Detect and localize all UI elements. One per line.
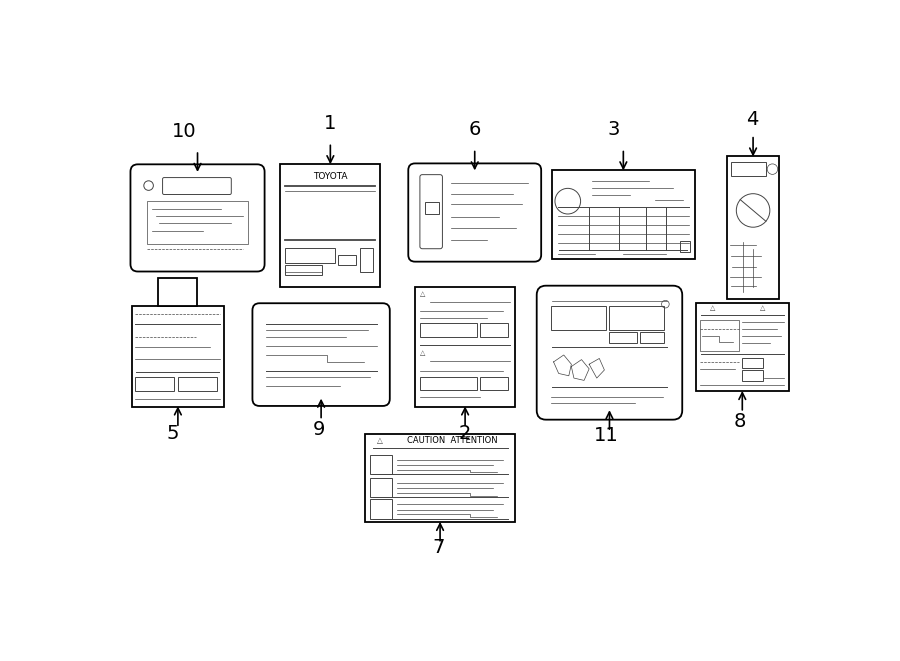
Bar	[285, 265, 322, 275]
FancyBboxPatch shape	[252, 303, 390, 406]
Bar	[696, 303, 788, 391]
Text: △: △	[377, 436, 383, 445]
FancyBboxPatch shape	[409, 163, 541, 262]
Bar	[178, 377, 217, 391]
Bar	[131, 307, 224, 407]
Bar	[135, 377, 175, 391]
Bar	[680, 241, 690, 252]
Bar	[609, 307, 664, 330]
Text: 4: 4	[746, 110, 759, 129]
Bar	[480, 323, 508, 337]
Text: 11: 11	[594, 426, 618, 445]
Text: △: △	[420, 292, 426, 297]
Text: 3: 3	[608, 120, 620, 139]
Bar	[370, 455, 392, 474]
Bar	[280, 164, 381, 288]
Text: △: △	[420, 350, 426, 356]
Text: 7: 7	[432, 538, 445, 557]
Bar	[480, 377, 508, 390]
Bar	[370, 478, 392, 497]
FancyBboxPatch shape	[130, 165, 265, 272]
Bar	[285, 248, 336, 262]
Bar	[727, 156, 779, 299]
Text: △: △	[760, 305, 765, 311]
Bar	[700, 321, 739, 352]
Text: 2: 2	[459, 424, 472, 443]
Bar	[552, 170, 695, 258]
Bar	[360, 248, 373, 272]
Bar	[148, 202, 248, 244]
Text: 8: 8	[734, 412, 746, 432]
Text: TOYOTA: TOYOTA	[313, 172, 347, 181]
FancyBboxPatch shape	[536, 286, 682, 420]
Bar	[420, 323, 477, 337]
Bar	[551, 307, 606, 330]
Bar	[731, 162, 766, 176]
Bar	[742, 370, 762, 381]
Text: 1: 1	[324, 114, 337, 134]
Bar	[338, 255, 356, 265]
Text: △: △	[710, 305, 716, 311]
Bar	[609, 332, 637, 344]
Bar	[425, 202, 439, 214]
Bar	[742, 358, 762, 368]
Text: 5: 5	[166, 424, 179, 443]
Text: 9: 9	[312, 420, 325, 439]
Bar	[365, 434, 515, 522]
Bar	[158, 278, 197, 307]
Bar	[420, 377, 477, 390]
Bar	[370, 499, 392, 518]
Text: CAUTION  ATTENTION: CAUTION ATTENTION	[407, 436, 498, 445]
Bar	[640, 332, 664, 344]
Bar	[415, 288, 515, 407]
Text: 10: 10	[172, 122, 196, 141]
Text: 6: 6	[469, 120, 482, 139]
